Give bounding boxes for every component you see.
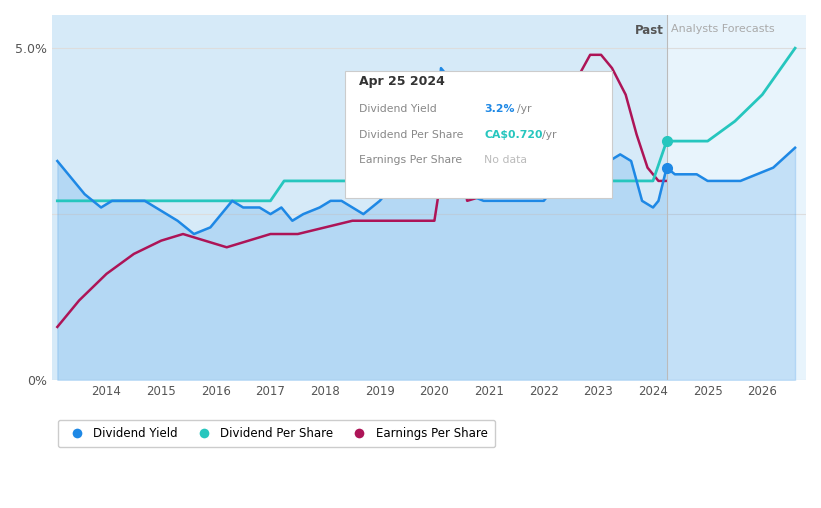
Text: Earnings Per Share: Earnings Per Share	[359, 155, 462, 165]
Legend: Dividend Yield, Dividend Per Share, Earnings Per Share: Dividend Yield, Dividend Per Share, Earn…	[57, 420, 495, 447]
Text: /yr: /yr	[542, 130, 557, 140]
Bar	[52, 15, 667, 380]
Text: /yr: /yr	[517, 104, 532, 114]
Text: Analysts Forecasts: Analysts Forecasts	[671, 24, 775, 34]
Text: CA$0.720: CA$0.720	[484, 130, 543, 140]
Text: No data: No data	[484, 155, 527, 165]
Text: 3.2%: 3.2%	[484, 104, 515, 114]
Text: Dividend Yield: Dividend Yield	[359, 104, 437, 114]
Text: Dividend Per Share: Dividend Per Share	[359, 130, 463, 140]
Bar	[667, 15, 806, 380]
Text: Apr 25 2024: Apr 25 2024	[359, 75, 445, 88]
Text: Past: Past	[635, 24, 664, 37]
